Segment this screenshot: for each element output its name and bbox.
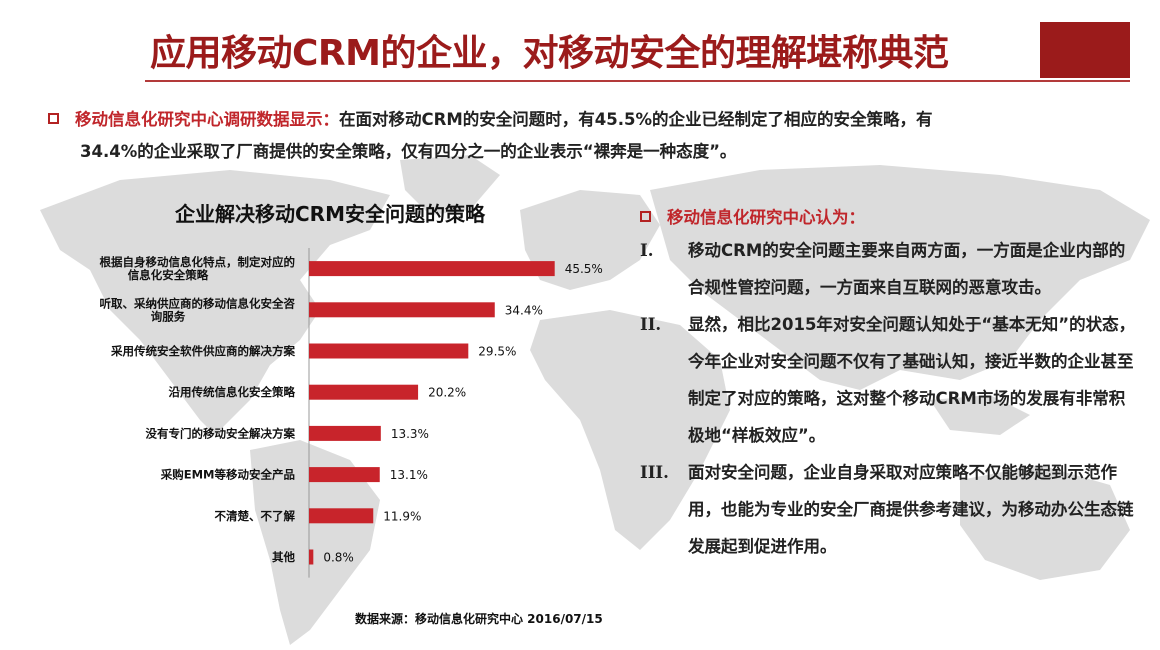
data-source: 数据来源：移动信息化研究中心 2016/07/15 bbox=[355, 612, 603, 626]
category-label: 采购EMM等移动安全产品 bbox=[160, 468, 295, 482]
page-title: 应用移动CRM的企业，对移动安全的理解堪称典范 bbox=[150, 33, 949, 74]
finding-number: II. bbox=[640, 315, 662, 334]
square-bullet-icon bbox=[48, 113, 59, 124]
right-heading-text: 移动信息化研究中心认为： bbox=[667, 208, 865, 227]
finding-number: I. bbox=[640, 241, 654, 260]
bar-value-label: 45.5% bbox=[565, 262, 603, 276]
category-label: 采用传统安全软件供应商的解决方案 bbox=[110, 344, 295, 358]
map-australia bbox=[960, 465, 1130, 580]
bar bbox=[309, 467, 380, 483]
intro-text-line-1: 在面对移动CRM的安全问题时，有45.5%的企业已经制定了相应的安全策略，有 bbox=[339, 110, 933, 129]
right-heading: 移动信息化研究中心认为： bbox=[640, 204, 865, 228]
map-africa bbox=[530, 310, 730, 550]
chart-title: 企业解决移动CRM安全问题的策略 bbox=[175, 202, 485, 226]
finding-text: 移动CRM的安全问题主要来自两方面，一方面是企业内部的合规性管控问题，一方面来自… bbox=[688, 241, 1126, 297]
category-label: 沿用传统信息化安全策略 bbox=[169, 385, 296, 399]
bar bbox=[309, 302, 495, 318]
intro-text-line-2: 34.4%的企业采取了厂商提供的安全策略，仅有四分之一的企业表示“裸奔是一种态度… bbox=[80, 142, 737, 161]
bar-value-label: 34.4% bbox=[505, 303, 543, 317]
finding-text: 面对安全问题，企业自身采取对应策略不仅能够起到示范作用，也能为专业的安全厂商提供… bbox=[688, 463, 1134, 556]
bar-value-label: 20.2% bbox=[428, 386, 466, 400]
bar-value-label: 0.8% bbox=[323, 551, 354, 565]
map-europe bbox=[520, 190, 660, 290]
map-southeast-asia bbox=[930, 395, 1030, 435]
intro-lead: 移动信息化研究中心调研数据显示： bbox=[75, 110, 339, 129]
findings-list: I. 移动CRM的安全问题主要来自两方面，一方面是企业内部的合规性管控问题，一方… bbox=[636, 232, 1136, 565]
bar-value-label: 13.3% bbox=[391, 427, 429, 441]
bar bbox=[309, 261, 555, 277]
finding-item: II. 显然，相比2015年对安全问题认知处于“基本无知”的状态，今年企业对安全… bbox=[636, 306, 1136, 454]
bar bbox=[309, 425, 381, 441]
category-label: 根据自身移动信息化特点，制定对应的信息化安全策略 bbox=[100, 255, 296, 282]
square-bullet-icon bbox=[640, 211, 651, 222]
intro-line-1: 移动信息化研究中心调研数据显示：在面对移动CRM的安全问题时，有45.5%的企业… bbox=[48, 104, 1138, 136]
map-south-america bbox=[250, 440, 380, 645]
category-label: 不清楚、不了解 bbox=[215, 509, 296, 523]
map-asia bbox=[650, 165, 1150, 390]
bar-value-label: 29.5% bbox=[478, 345, 516, 359]
bar-chart: 45.5% 根据自身移动信息化特点，制定对应的信息化安全策略 34.4% 听取、采纳供… bbox=[100, 248, 603, 578]
map-north-america bbox=[40, 170, 390, 435]
finding-item: III. 面对安全问题，企业自身采取对应策略不仅能够起到示范作用，也能为专业的安… bbox=[636, 454, 1136, 565]
category-label: 听取、采纳供应商的移动信息化安全咨询服务 bbox=[100, 296, 296, 323]
bar bbox=[309, 343, 469, 359]
bar-value-label: 13.1% bbox=[390, 468, 428, 482]
bar bbox=[309, 508, 374, 524]
title-underline bbox=[145, 80, 1130, 82]
category-label: 没有专门的移动安全解决方案 bbox=[146, 426, 296, 440]
bar bbox=[309, 384, 419, 400]
category-label: 其他 bbox=[272, 550, 295, 564]
bar bbox=[309, 549, 314, 565]
finding-number: III. bbox=[640, 463, 669, 482]
finding-text: 显然，相比2015年对安全问题认知处于“基本无知”的状态，今年企业对安全问题不仅… bbox=[688, 315, 1136, 445]
world-map-background bbox=[40, 155, 1150, 645]
intro-paragraph: 移动信息化研究中心调研数据显示：在面对移动CRM的安全问题时，有45.5%的企业… bbox=[48, 104, 1138, 168]
finding-item: I. 移动CRM的安全问题主要来自两方面，一方面是企业内部的合规性管控问题，一方… bbox=[636, 232, 1136, 306]
title-accent-bar bbox=[1040, 22, 1130, 78]
map-greenland bbox=[400, 155, 500, 215]
bar-value-label: 11.9% bbox=[383, 509, 421, 523]
